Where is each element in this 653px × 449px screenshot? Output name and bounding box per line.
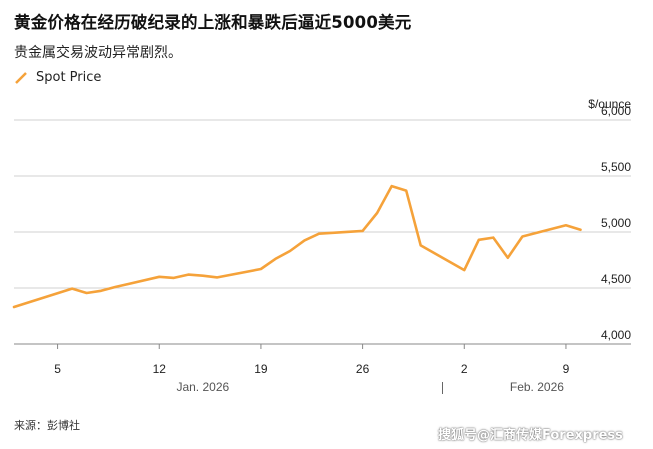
legend: Spot Price: [14, 70, 101, 85]
chart-subtitle: 贵金属交易波动异常剧烈。: [14, 45, 182, 61]
y-tick-label: 5,000: [601, 216, 631, 230]
series-line-spot-price: [12, 184, 582, 309]
y-tick-label: 6,000: [601, 104, 631, 118]
x-tick-label: 2: [461, 362, 468, 376]
source-note: 来源：彭博社: [14, 419, 80, 432]
x-month-label: Feb. 2026: [510, 380, 564, 394]
watermark: 搜狐号@汇商传媒Forexpress: [438, 428, 623, 443]
x-month-label: Jan. 2026: [176, 380, 229, 394]
legend-line-icon: [15, 71, 27, 84]
y-tick-label: 4,500: [601, 272, 631, 286]
y-tick-label: 4,000: [601, 328, 631, 342]
chart-title: 黄金价格在经历破纪录的上涨和暴跌后逼近5000美元: [14, 13, 412, 32]
y-tick-label: 5,500: [601, 160, 631, 174]
legend-label: Spot Price: [36, 70, 102, 85]
x-tick-label: 19: [254, 362, 268, 376]
x-tick-label: 9: [563, 362, 570, 376]
y-axis-unit-label: $/ounce: [588, 97, 631, 111]
x-tick-label: 26: [356, 362, 370, 376]
x-tick-label: 12: [153, 362, 167, 376]
x-tick-label: 5: [54, 362, 61, 376]
